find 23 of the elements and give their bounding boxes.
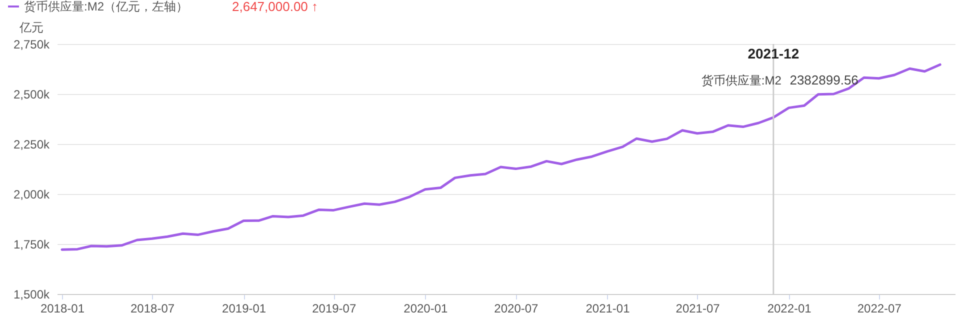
annotation: 2382899.56 bbox=[790, 72, 858, 88]
y-tick-label: 2,750k bbox=[13, 38, 50, 52]
annotation: 2021-12 bbox=[748, 45, 800, 62]
x-tick-label: 2021-01 bbox=[586, 302, 630, 316]
x-tick-label: 2020-07 bbox=[494, 302, 539, 316]
x-tick-label: 2022-07 bbox=[857, 302, 902, 316]
x-tick-label: 2020-01 bbox=[404, 302, 448, 316]
y-tick-label: 1,500k bbox=[13, 288, 50, 302]
annotation: 货币供应量:M2 bbox=[701, 73, 782, 88]
y-tick-label: 1,750k bbox=[13, 238, 50, 252]
text: 2,647,000.00 ↑ bbox=[232, 0, 318, 14]
y-axis-title: 亿元 bbox=[18, 20, 44, 34]
x-tick-label: 2022-01 bbox=[767, 302, 812, 316]
x-tick-label: 2021-07 bbox=[676, 302, 720, 316]
x-tick-label: 2019-07 bbox=[312, 302, 356, 316]
y-tick-label: 2,250k bbox=[13, 138, 50, 152]
line-series bbox=[60, 63, 942, 251]
x-tick-label: 2019-01 bbox=[222, 302, 266, 316]
y-tick-label: 2,000k bbox=[13, 188, 50, 202]
x-tick-label: 2018-07 bbox=[130, 302, 175, 316]
x-tick-label: 2018-01 bbox=[40, 302, 85, 316]
legend-label: 货币供应量:M2（亿元，左轴） bbox=[24, 0, 188, 14]
y-tick-label: 2,500k bbox=[13, 88, 50, 102]
